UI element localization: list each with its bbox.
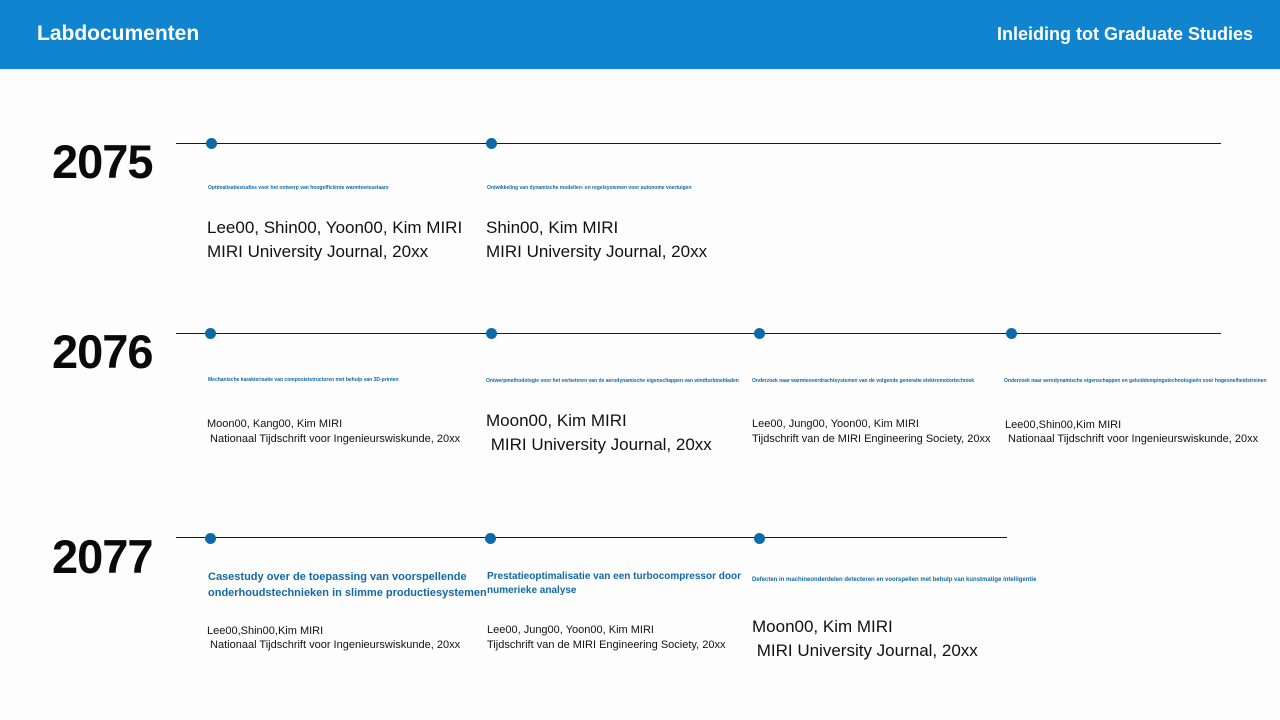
paper-title[interactable]: Onderzoek naar warmteoverdrachtsystemen …	[752, 378, 975, 384]
timeline-line-2077	[176, 537, 1007, 538]
paper-journal: Nationaal Tijdschrift voor Ingenieurswis…	[1005, 433, 1259, 445]
year-label-2077: 2077	[52, 530, 154, 583]
paper-authors: Lee00,Shin00,Kim MIRI	[207, 625, 324, 637]
paper-journal: Tijdschrift van de MIRI Engineering Soci…	[487, 639, 726, 651]
year-label-2075: 2075	[52, 135, 154, 188]
timeline-dot	[206, 138, 217, 149]
paper-journal: MIRI University Journal, 20xx	[752, 641, 978, 660]
timeline-dot	[486, 138, 497, 149]
paper-title[interactable]: Ontwerpmethodologie voor het verbeteren …	[486, 378, 739, 384]
page-title: Labdocumenten	[37, 22, 200, 45]
paper-title[interactable]: Defecten in machineonderdelen detecteren…	[752, 577, 1037, 583]
paper-title[interactable]: Casestudy over de toepassing van voorspe…	[208, 571, 487, 599]
paper-journal: MIRI University Journal, 20xx	[207, 242, 429, 261]
timeline-dot	[205, 328, 216, 339]
year-label-2076: 2076	[52, 325, 154, 378]
timeline-dot	[754, 328, 765, 339]
paper-authors: Lee00, Jung00, Yoon00, Kim MIRI	[752, 418, 919, 430]
timeline-dot	[205, 533, 216, 544]
timeline-dot	[754, 533, 765, 544]
paper-journal: Tijdschrift van de MIRI Engineering Soci…	[752, 433, 991, 445]
paper-journal: Nationaal Tijdschrift voor Ingenieurswis…	[207, 639, 461, 651]
paper-authors: Moon00, Kang00, Kim MIRI	[207, 418, 343, 430]
paper-authors: Shin00, Kim MIRI	[486, 218, 619, 237]
course-title: Inleiding tot Graduate Studies	[996, 24, 1253, 44]
paper-authors: Lee00, Shin00, Yoon00, Kim MIRI	[207, 218, 463, 237]
paper-authors: Lee00,Shin00,Kim MIRI	[1005, 419, 1122, 431]
paper-journal: Nationaal Tijdschrift voor Ingenieurswis…	[207, 433, 461, 445]
paper-title[interactable]: Optimalisatiestudies voor het ontwerp va…	[208, 185, 389, 191]
timeline-line-2075	[176, 143, 1221, 144]
timeline-dot	[485, 533, 496, 544]
paper-journal: MIRI University Journal, 20xx	[486, 242, 708, 261]
paper-title[interactable]: Prestatieoptimalisatie van een turbocomp…	[487, 571, 741, 596]
paper-journal: MIRI University Journal, 20xx	[486, 435, 712, 454]
paper-authors: Lee00, Jung00, Yoon00, Kim MIRI	[487, 624, 654, 636]
paper-title[interactable]: Onderzoek naar aerodynamische eigenschap…	[1004, 378, 1267, 384]
paper-authors: Moon00, Kim MIRI	[486, 411, 627, 430]
timeline-dot	[1006, 328, 1017, 339]
timeline-line-2076	[176, 333, 1221, 334]
timeline-dot	[486, 328, 497, 339]
paper-authors: Moon00, Kim MIRI	[752, 617, 893, 636]
paper-title[interactable]: Ontwikkeling van dynamische modellen- en…	[487, 185, 692, 191]
timeline-area	[0, 69, 1280, 720]
header-bar: Labdocumenten Inleiding tot Graduate Stu…	[0, 0, 1280, 69]
paper-title[interactable]: Mechanische karakterisatie van composiet…	[208, 377, 399, 383]
